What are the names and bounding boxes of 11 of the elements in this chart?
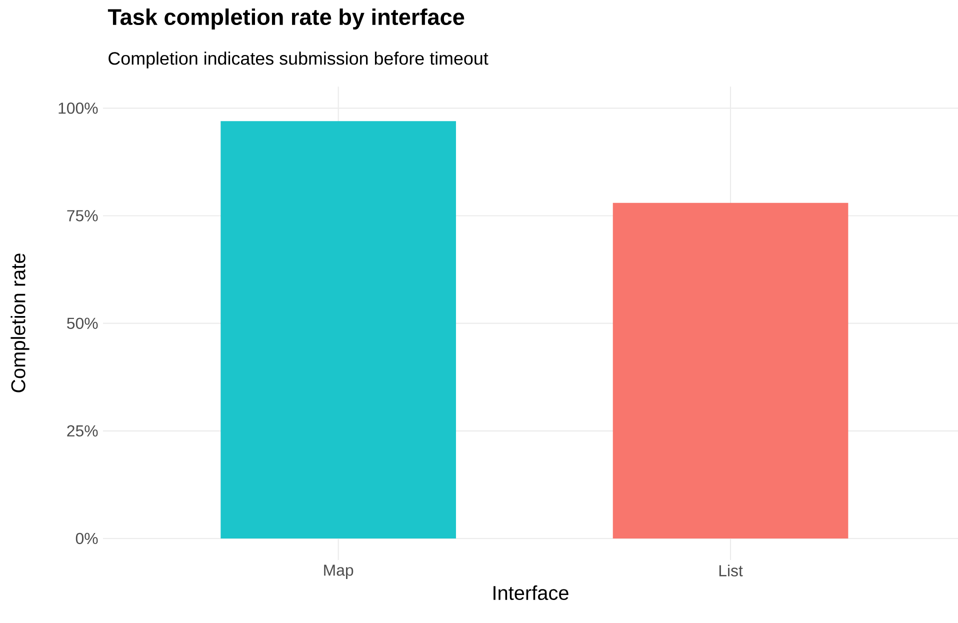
y-tick-label: 100% [58, 102, 98, 114]
y-tick-label: 25% [67, 425, 98, 437]
x-axis-title: Interface [494, 585, 568, 600]
x-tick-label: List [719, 564, 743, 576]
y-axis-title: Completion rate [10, 254, 30, 392]
y-tick-label: 50% [67, 318, 98, 329]
chart-title: Task completion rate by interface [108, 8, 464, 30]
chart-subtitle: Completion indicates submission before timeout [108, 52, 488, 68]
y-tick-label: 75% [67, 210, 98, 222]
y-tick-label: 0% [76, 532, 98, 544]
x-tick-label: Map [324, 564, 354, 579]
